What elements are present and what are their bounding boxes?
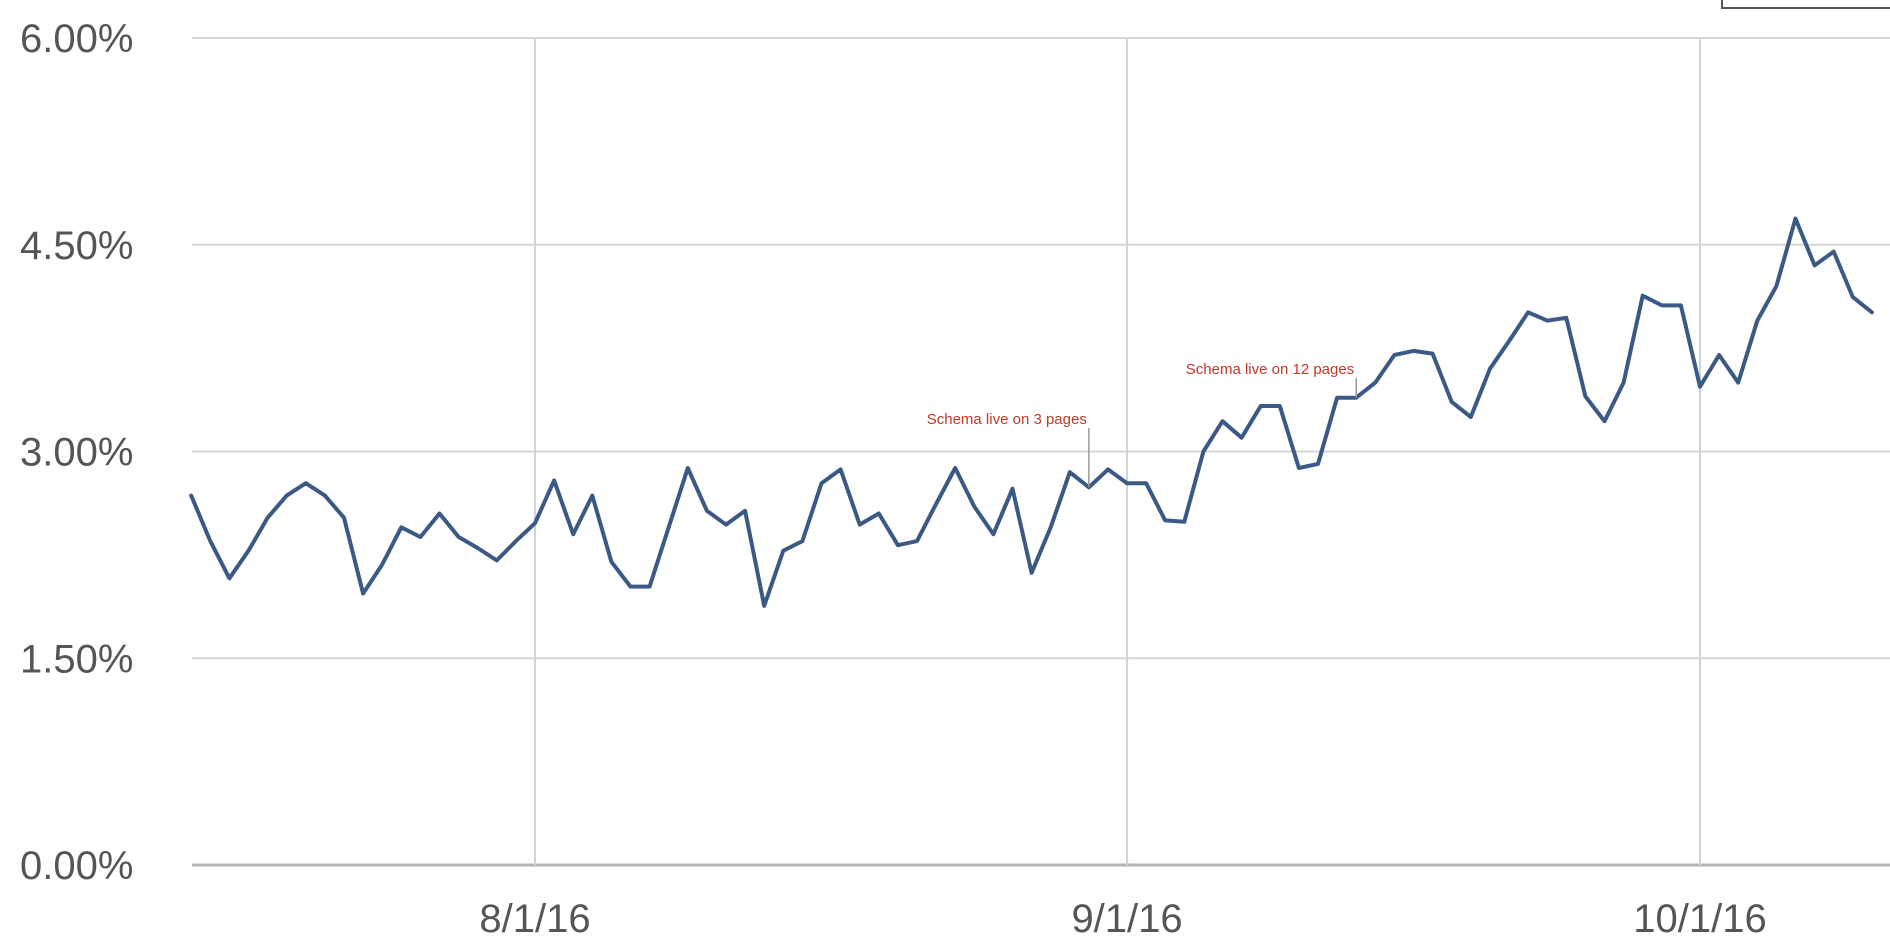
x-tick-label: 10/1/16 — [1633, 897, 1766, 941]
annotation-label: Schema live on 12 pages — [1186, 361, 1354, 378]
x-tick-label: 8/1/16 — [479, 897, 590, 941]
y-tick-label: 1.50% — [20, 637, 133, 681]
annotations: Schema live on 3 pages Schema live on 12 … — [927, 361, 1357, 488]
y-axis-tick-labels: 0.00% 1.50% 3.00% 4.50% 6.00% — [20, 17, 133, 888]
y-tick-label: 3.00% — [20, 431, 133, 475]
y-tick-label: 6.00% — [20, 17, 133, 61]
annotation-label: Schema live on 3 pages — [927, 411, 1087, 428]
series-lines — [189, 216, 1874, 608]
y-tick-label: 4.50% — [20, 224, 133, 268]
y-gridlines — [192, 37, 1890, 867]
x-axis-tick-labels: 8/1/16 9/1/16 10/1/16 — [479, 897, 1766, 941]
series-line — [189, 216, 1874, 608]
x-gridlines — [534, 38, 1701, 865]
x-tick-label: 9/1/16 — [1071, 897, 1182, 941]
legend-box — [1721, 0, 1890, 9]
y-tick-label: 0.00% — [20, 844, 133, 888]
